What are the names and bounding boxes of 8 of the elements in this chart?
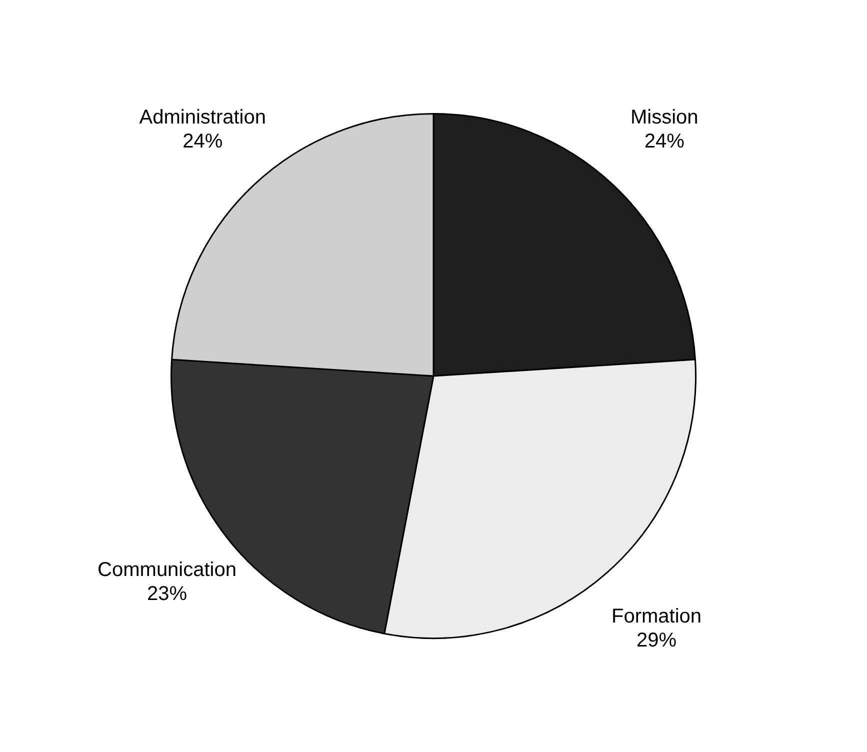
slice-label: Mission xyxy=(630,106,698,129)
data-label: 24% xyxy=(182,130,223,153)
data-label: 24% xyxy=(644,130,685,153)
slice-label: Communication xyxy=(98,559,236,582)
data-label: 23% xyxy=(147,583,188,606)
data-label: 29% xyxy=(636,629,677,652)
slice-label: Formation xyxy=(612,605,702,628)
slice-label: Administration xyxy=(139,106,266,129)
